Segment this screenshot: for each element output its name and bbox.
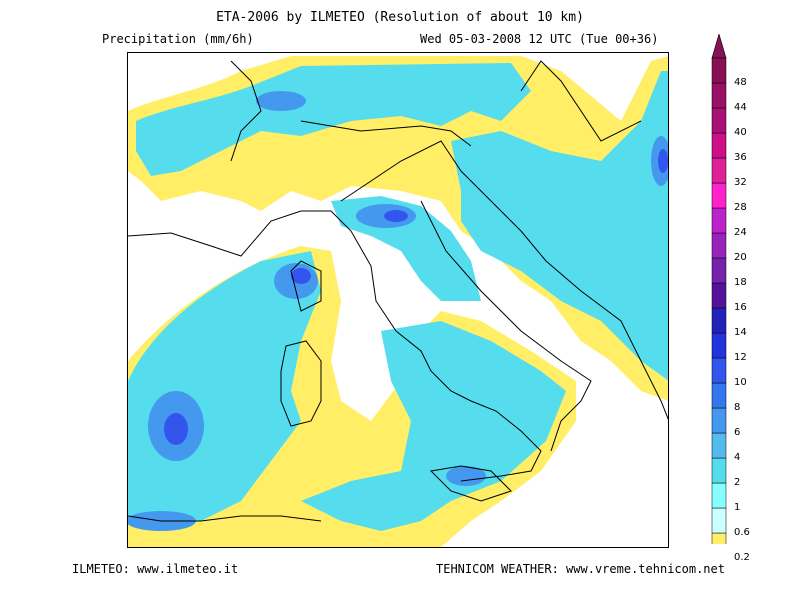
legend-cell-1 <box>711 482 727 509</box>
legend-tick-label: 32 <box>734 177 747 188</box>
legend-tick-label: 44 <box>734 102 747 113</box>
legend-cell-32 <box>711 157 727 184</box>
legend-tick-label: 48 <box>734 77 747 88</box>
precip-band-dark <box>164 149 668 445</box>
legend-tick-label: 1 <box>734 502 741 513</box>
legend-tick-label: 40 <box>734 127 747 138</box>
coastlines <box>128 60 668 522</box>
legend-tick-label: 0.6 <box>734 527 750 538</box>
legend-cell-40 <box>711 107 727 134</box>
legend-cell-4 <box>711 432 727 459</box>
legend-tick-label: 16 <box>734 302 747 313</box>
legend-cell-36 <box>711 132 727 159</box>
variable-label: Precipitation (mm/6h) <box>102 32 254 46</box>
map-canvas <box>128 56 668 547</box>
legend-tick-label: 12 <box>734 352 747 363</box>
legend-cell-12 <box>711 332 727 359</box>
legend-cell-44 <box>711 82 727 109</box>
map-title: ETA-2006 by ILMETEO (Resolution of about… <box>216 10 584 25</box>
legend-tick-label: 14 <box>734 327 747 338</box>
legend-cell-24 <box>711 207 727 234</box>
footer-right-credit: TEHNICOM WEATHER: www.vreme.tehnicom.net <box>436 562 725 576</box>
legend-tick-label: 4 <box>734 452 741 463</box>
legend-cell-2 <box>711 457 727 484</box>
legend-cell-10 <box>711 357 727 384</box>
footer-left-credit: ILMETEO: www.ilmeteo.it <box>72 562 239 576</box>
legend-cell-28 <box>711 182 727 209</box>
legend-cell-8 <box>711 382 727 409</box>
legend-tick-label: 8 <box>734 402 741 413</box>
legend-tick-label: 0.2 <box>734 552 750 563</box>
legend-cell-0.6 <box>711 507 727 534</box>
legend-cell-48 <box>711 57 727 84</box>
legend-cell-6 <box>711 407 727 434</box>
color-legend <box>708 32 738 559</box>
legend-bar <box>711 32 727 559</box>
legend-tick-label: 2 <box>734 477 741 488</box>
legend-tick-label: 18 <box>734 277 747 288</box>
valid-time-label: Wed 05-03-2008 12 UTC (Tue 00+36) <box>420 32 659 46</box>
legend-cell-0.2 <box>711 532 727 559</box>
legend-arrow-top <box>711 32 727 59</box>
legend-tick-label: 36 <box>734 152 747 163</box>
legend-tick-label: 10 <box>734 377 747 388</box>
legend-cell-20 <box>711 232 727 259</box>
legend-tick-label: 20 <box>734 252 747 263</box>
legend-tick-label: 24 <box>734 227 747 238</box>
precipitation-map <box>127 52 669 548</box>
legend-cell-16 <box>711 282 727 309</box>
legend-cell-14 <box>711 307 727 334</box>
legend-tick-label: 6 <box>734 427 741 438</box>
legend-cell-18 <box>711 257 727 284</box>
legend-tick-label: 28 <box>734 202 747 213</box>
